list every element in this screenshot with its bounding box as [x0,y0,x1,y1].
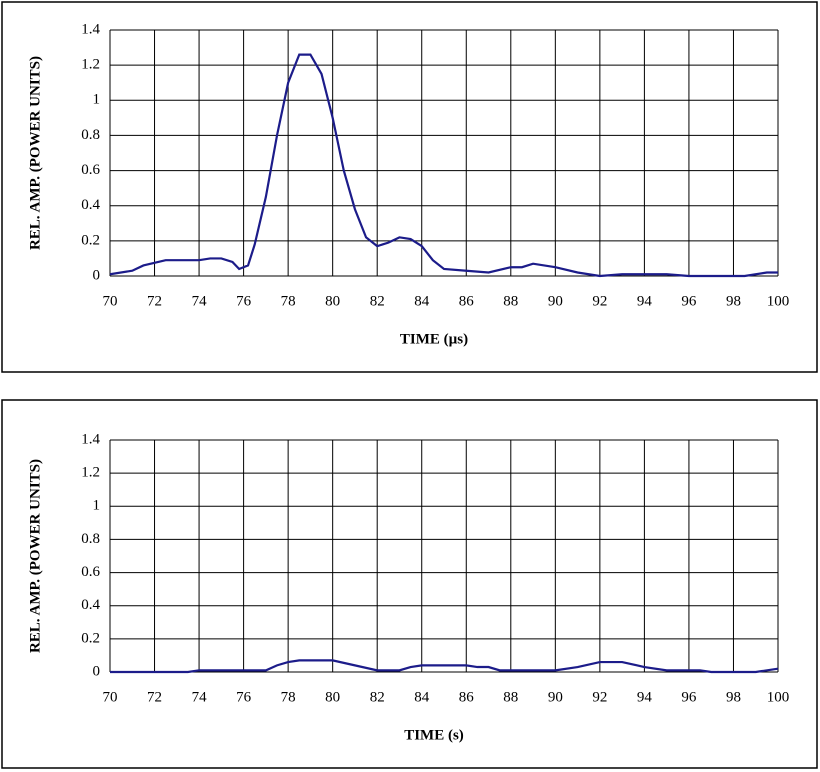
x-tick-label: 78 [281,689,296,705]
data-line [110,659,779,674]
y-axis-title: REL. AMP. (POWER UNITS) [27,459,43,653]
x-tick-label: 74 [192,293,208,309]
y-tick-label: 1.2 [81,465,100,481]
x-tick-label: 86 [459,293,475,309]
panel-border [1,1,818,373]
x-tick-label: 96 [681,689,697,705]
y-tick-label: 0.8 [81,531,100,547]
y-tick-label: 1 [93,498,101,514]
y-tick-label: 0 [93,267,101,283]
x-tick-label: 80 [325,293,340,309]
x-tick-label: 92 [592,689,607,705]
y-tick-label: 0.6 [81,162,100,178]
panel-border [1,399,818,769]
x-tick-label: 72 [147,293,162,309]
x-tick-label: 96 [681,293,697,309]
x-tick-label: 92 [592,293,607,309]
x-tick-label: 90 [548,689,563,705]
x-tick-label: 100 [767,293,790,309]
x-tick-label: 100 [767,689,790,705]
x-tick-label: 90 [548,293,563,309]
x-tick-label: 86 [459,689,475,705]
x-tick-label: 80 [325,689,340,705]
y-tick-label: 1.2 [81,57,100,73]
x-tick-label: 74 [192,689,208,705]
x-tick-label: 82 [370,293,385,309]
x-tick-label: 78 [281,293,296,309]
x-tick-label: 70 [103,689,118,705]
x-axis-title: TIME (µs) [400,331,468,347]
x-tick-label: 70 [103,293,118,309]
y-tick-label: 0.8 [81,127,100,143]
x-tick-label: 94 [637,293,653,309]
y-tick-label: 0.4 [81,597,100,613]
x-tick-label: 76 [236,689,252,705]
y-tick-label: 1 [93,92,101,108]
y-tick-label: 1.4 [81,431,100,447]
x-tick-label: 98 [726,293,741,309]
x-tick-label: 88 [503,293,518,309]
x-tick-label: 98 [726,689,741,705]
y-axis-title: REL. AMP. (POWER UNITS) [27,56,43,250]
data-line [109,53,778,278]
y-tick-label: 0 [93,663,101,679]
x-tick-label: 76 [236,293,252,309]
y-tick-label: 0.2 [81,630,100,646]
x-tick-label: 88 [503,689,518,705]
y-tick-label: 1.4 [81,21,100,37]
x-axis-title: TIME (s) [404,727,464,743]
x-tick-label: 94 [637,689,653,705]
x-tick-label: 72 [147,689,162,705]
x-tick-label: 82 [370,689,385,705]
y-tick-label: 0.2 [81,232,100,248]
x-tick-label: 84 [414,293,430,309]
x-tick-label: 84 [414,689,430,705]
y-tick-label: 0.4 [81,197,100,213]
y-tick-label: 0.6 [81,564,100,580]
